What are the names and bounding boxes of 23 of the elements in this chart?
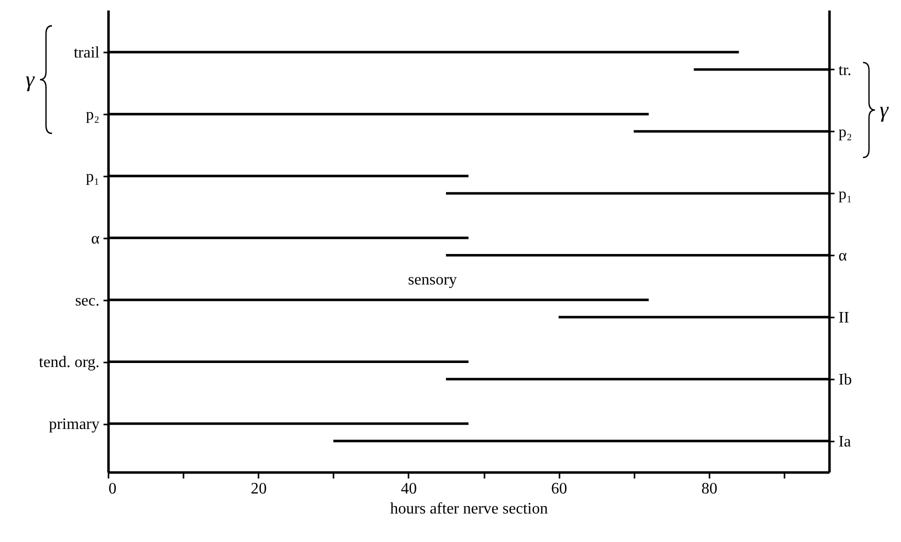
x-tick-label: 20 (250, 480, 267, 498)
y-tick-label: α (91, 230, 100, 248)
y-tick-label: primary (48, 416, 100, 434)
y2-tick-label: tr. (838, 62, 852, 79)
y2-tick-label: Ib (838, 372, 852, 389)
y2-tick-label: II (838, 310, 850, 327)
text: γ (26, 66, 36, 92)
y2-tick-label: α (838, 248, 848, 265)
x-axis-title: hours after nerve section (390, 500, 548, 518)
y2-tick-label: Ia (838, 433, 851, 450)
x-tick-label: 40 (400, 480, 417, 498)
y2-tick-label: p₁ (838, 186, 852, 203)
y-tick-label: p₂ (86, 106, 100, 124)
y2-tick-label: p₂ (838, 124, 852, 141)
annotation: sensory (408, 272, 457, 289)
x-tick-label: 80 (701, 480, 718, 498)
text: γ (880, 96, 890, 122)
y-tick-label: sec. (75, 292, 100, 310)
x-tick-label: 0 (108, 480, 116, 498)
y-tick-label: tend. org. (38, 354, 100, 372)
y-tick-label: p₁ (86, 168, 100, 186)
y-tick-label: trail (74, 44, 100, 62)
x-tick-label: 60 (551, 480, 568, 498)
